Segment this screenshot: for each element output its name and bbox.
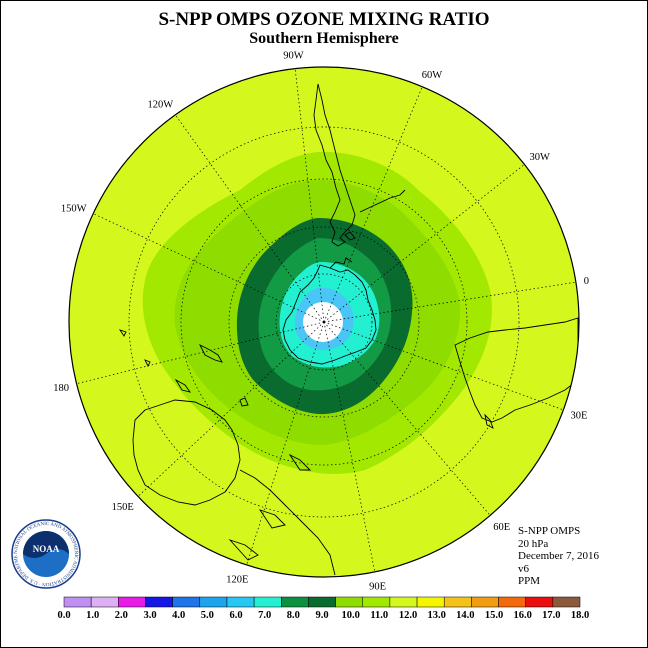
colorbar-swatch [389,596,418,608]
longitude-label: 60E [493,522,510,533]
meridian-line [137,321,325,497]
colorbar-swatch [362,596,391,608]
colorbar-tick-label: 12.0 [399,610,417,621]
latitude-circles [128,126,520,518]
colorbar-swatch [90,596,119,608]
colorbar-swatch [308,596,336,608]
colorbar-tick-label: 4.0 [172,610,185,621]
colorbar-swatch [416,596,445,608]
colorbar-swatch [118,596,146,608]
colorbar-swatch [525,596,554,608]
longitude-label: 120W [148,100,174,111]
colorbar-tick-label: 5.0 [201,610,214,621]
longitude-label: 150E [112,502,134,513]
info-block: S-NPP OMPS 20 hPa December 7, 2016 v6 PP… [518,525,599,588]
meridian-line [246,321,325,566]
colorbar-swatch [471,596,499,608]
meridian-line [323,86,423,323]
meridian-line [294,68,325,323]
colorbar-swatch [145,596,173,608]
colorbar-swatch [281,596,309,608]
noaa-logo: NATIONAL OCEANIC AND ATMOSPHERIC ADMINIS… [10,518,81,589]
colorbar-swatch [443,596,472,608]
page-subtitle: Southern Hemisphere [249,30,399,47]
colorbar: 0.0 1.0 2.0 3.0 4.0 5.0 6.0 7.0 8.0 9.0 10.0 11.0 12… [57,596,589,621]
colorbar-tick-label: 10.0 [342,610,360,621]
info-units: PPM [518,575,541,588]
info-level: 20 hPa [518,537,549,550]
longitude-label: 30W [530,152,551,163]
meridian-line [323,164,525,323]
info-instrument: S-NPP OMPS [518,525,581,537]
colorbar-swatch [335,596,363,608]
meridian-line [323,321,564,411]
colorbar-swatch [63,596,92,608]
longitude-label: 90E [369,582,386,593]
colorbar-swatch [172,596,201,608]
colorbar-swatch [199,596,228,608]
meridians [76,68,576,572]
noaa-logo-text: NOAA [33,544,60,554]
colorbar-tick-label: 1.0 [86,610,99,621]
colorbar-tick-label: 6.0 [229,610,242,621]
longitude-label: 120E [226,574,248,585]
colorbar-tick-label: 18.0 [571,610,589,621]
colorbar-tick-label: 2.0 [115,610,128,621]
colorbar-tick-label: 17.0 [542,610,560,621]
meridian-line [323,321,376,572]
info-date: December 7, 2016 [518,550,599,563]
map-boundary [68,66,580,578]
colorbar-tick-label: 3.0 [143,610,156,621]
colorbar-swatch [552,596,581,608]
colorbar-tick-label: 11.0 [370,610,388,621]
colorbar-tick-label: 15.0 [485,610,503,621]
colorbar-swatch [253,596,282,608]
colorbar-tick-label: 7.0 [258,610,271,621]
colorbar-tick-label: 8.0 [287,610,300,621]
colorbar-swatch [226,596,255,608]
colorbar-tick-label: 0.0 [57,610,70,621]
longitude-label: 60W [422,70,443,81]
longitude-labels: 90W 60W 30W 0 30E 60E 90E 120E 150E 180 150W 120W [53,51,589,593]
colorbar-tick-label: 14.0 [456,610,474,621]
meridian-line [93,213,325,323]
colorbar-swatch [498,596,526,608]
meridian-line [175,114,325,323]
meridian-line [323,321,491,516]
longitude-label: 180 [53,383,69,394]
meridian-line [76,321,325,385]
longitude-label: 30E [571,411,588,422]
longitude-label: 0 [584,276,589,287]
info-version: v6 [518,562,529,575]
longitude-label: 90W [283,51,304,62]
colorbar-tick-label: 16.0 [514,610,532,621]
page-title: S-NPP OMPS OZONE MIXING RATIO [158,9,490,30]
longitude-label: 150W [61,204,87,215]
meridian-line [323,281,576,323]
coastlines [118,83,579,576]
colorbar-tick-label: 13.0 [428,610,446,621]
colorbar-tick-label: 9.0 [315,610,328,621]
